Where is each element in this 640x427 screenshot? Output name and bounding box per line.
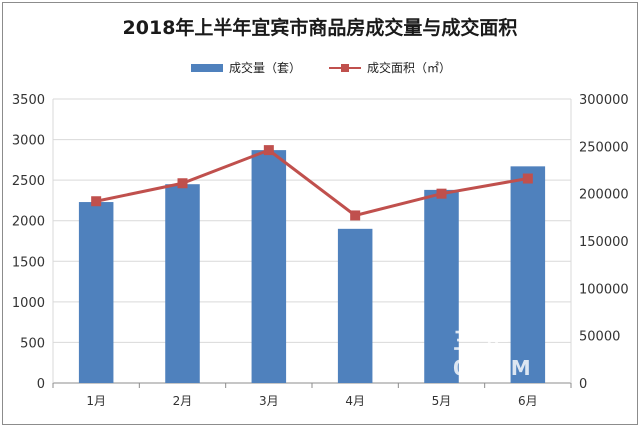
y-left-tick-label: 3000 <box>12 134 45 149</box>
bar <box>337 228 373 383</box>
chart-legend: 成交量（套） 成交面积（㎡） <box>3 59 637 77</box>
line-series <box>95 148 529 218</box>
x-tick-label: 2月 <box>173 394 193 408</box>
x-tick-label: 6月 <box>518 394 538 408</box>
y-right-tick-label: 300000 <box>579 93 629 108</box>
y-right-tick-label: 0 <box>579 377 587 392</box>
x-tick-label: 4月 <box>345 394 365 408</box>
line-point <box>350 210 361 221</box>
legend-item-bar: 成交量（套） <box>191 59 301 76</box>
y-right-tick-label: 200000 <box>579 188 629 203</box>
watermark-line1: 三 房 <box>453 327 510 355</box>
bar <box>510 166 546 383</box>
y-right-tick-label: 100000 <box>579 282 629 297</box>
x-tick-label: 1月 <box>86 394 106 408</box>
bar <box>165 184 200 383</box>
y-left-tick-label: 3500 <box>12 93 45 108</box>
x-tick-label: 3月 <box>259 394 279 408</box>
y-left-tick-label: 2500 <box>12 174 45 189</box>
y-right-tick-label: 250000 <box>579 140 629 155</box>
y-left-tick-label: 500 <box>20 336 45 351</box>
line-point <box>522 173 533 184</box>
legend-bar-swatch <box>191 63 223 72</box>
y-right-tick-label: 150000 <box>579 235 629 250</box>
y-left-tick-label: 1500 <box>12 255 45 270</box>
watermark: 三 房 0 OMM <box>453 321 531 380</box>
legend-item-line: 成交面积（㎡） <box>329 59 451 76</box>
legend-bar-label: 成交量（套） <box>229 61 302 75</box>
line-point <box>263 145 274 156</box>
bar <box>424 189 459 383</box>
chart-title: 2018年上半年宜宾市商品房成交量与成交面积 <box>122 17 518 39</box>
y-right-tick-label: 50000 <box>579 330 620 345</box>
x-tick-label: 5月 <box>432 394 452 408</box>
y-left-tick-label: 0 <box>37 377 45 392</box>
chart-plot: 0 500 1000 1500 2000 2500 3000 3500 0 50000 100000… <box>12 93 629 408</box>
y-left-tick-label: 1000 <box>12 296 45 311</box>
legend-line-swatch <box>329 63 361 72</box>
line-point <box>91 196 102 207</box>
bar <box>251 150 287 383</box>
watermark-line2: 0 OMM <box>453 356 531 380</box>
y-left-tick-label: 2000 <box>12 215 45 230</box>
line-point <box>177 178 188 189</box>
legend-line-label: 成交面积（㎡） <box>367 61 452 75</box>
line-point <box>436 188 447 199</box>
bar <box>78 202 114 383</box>
